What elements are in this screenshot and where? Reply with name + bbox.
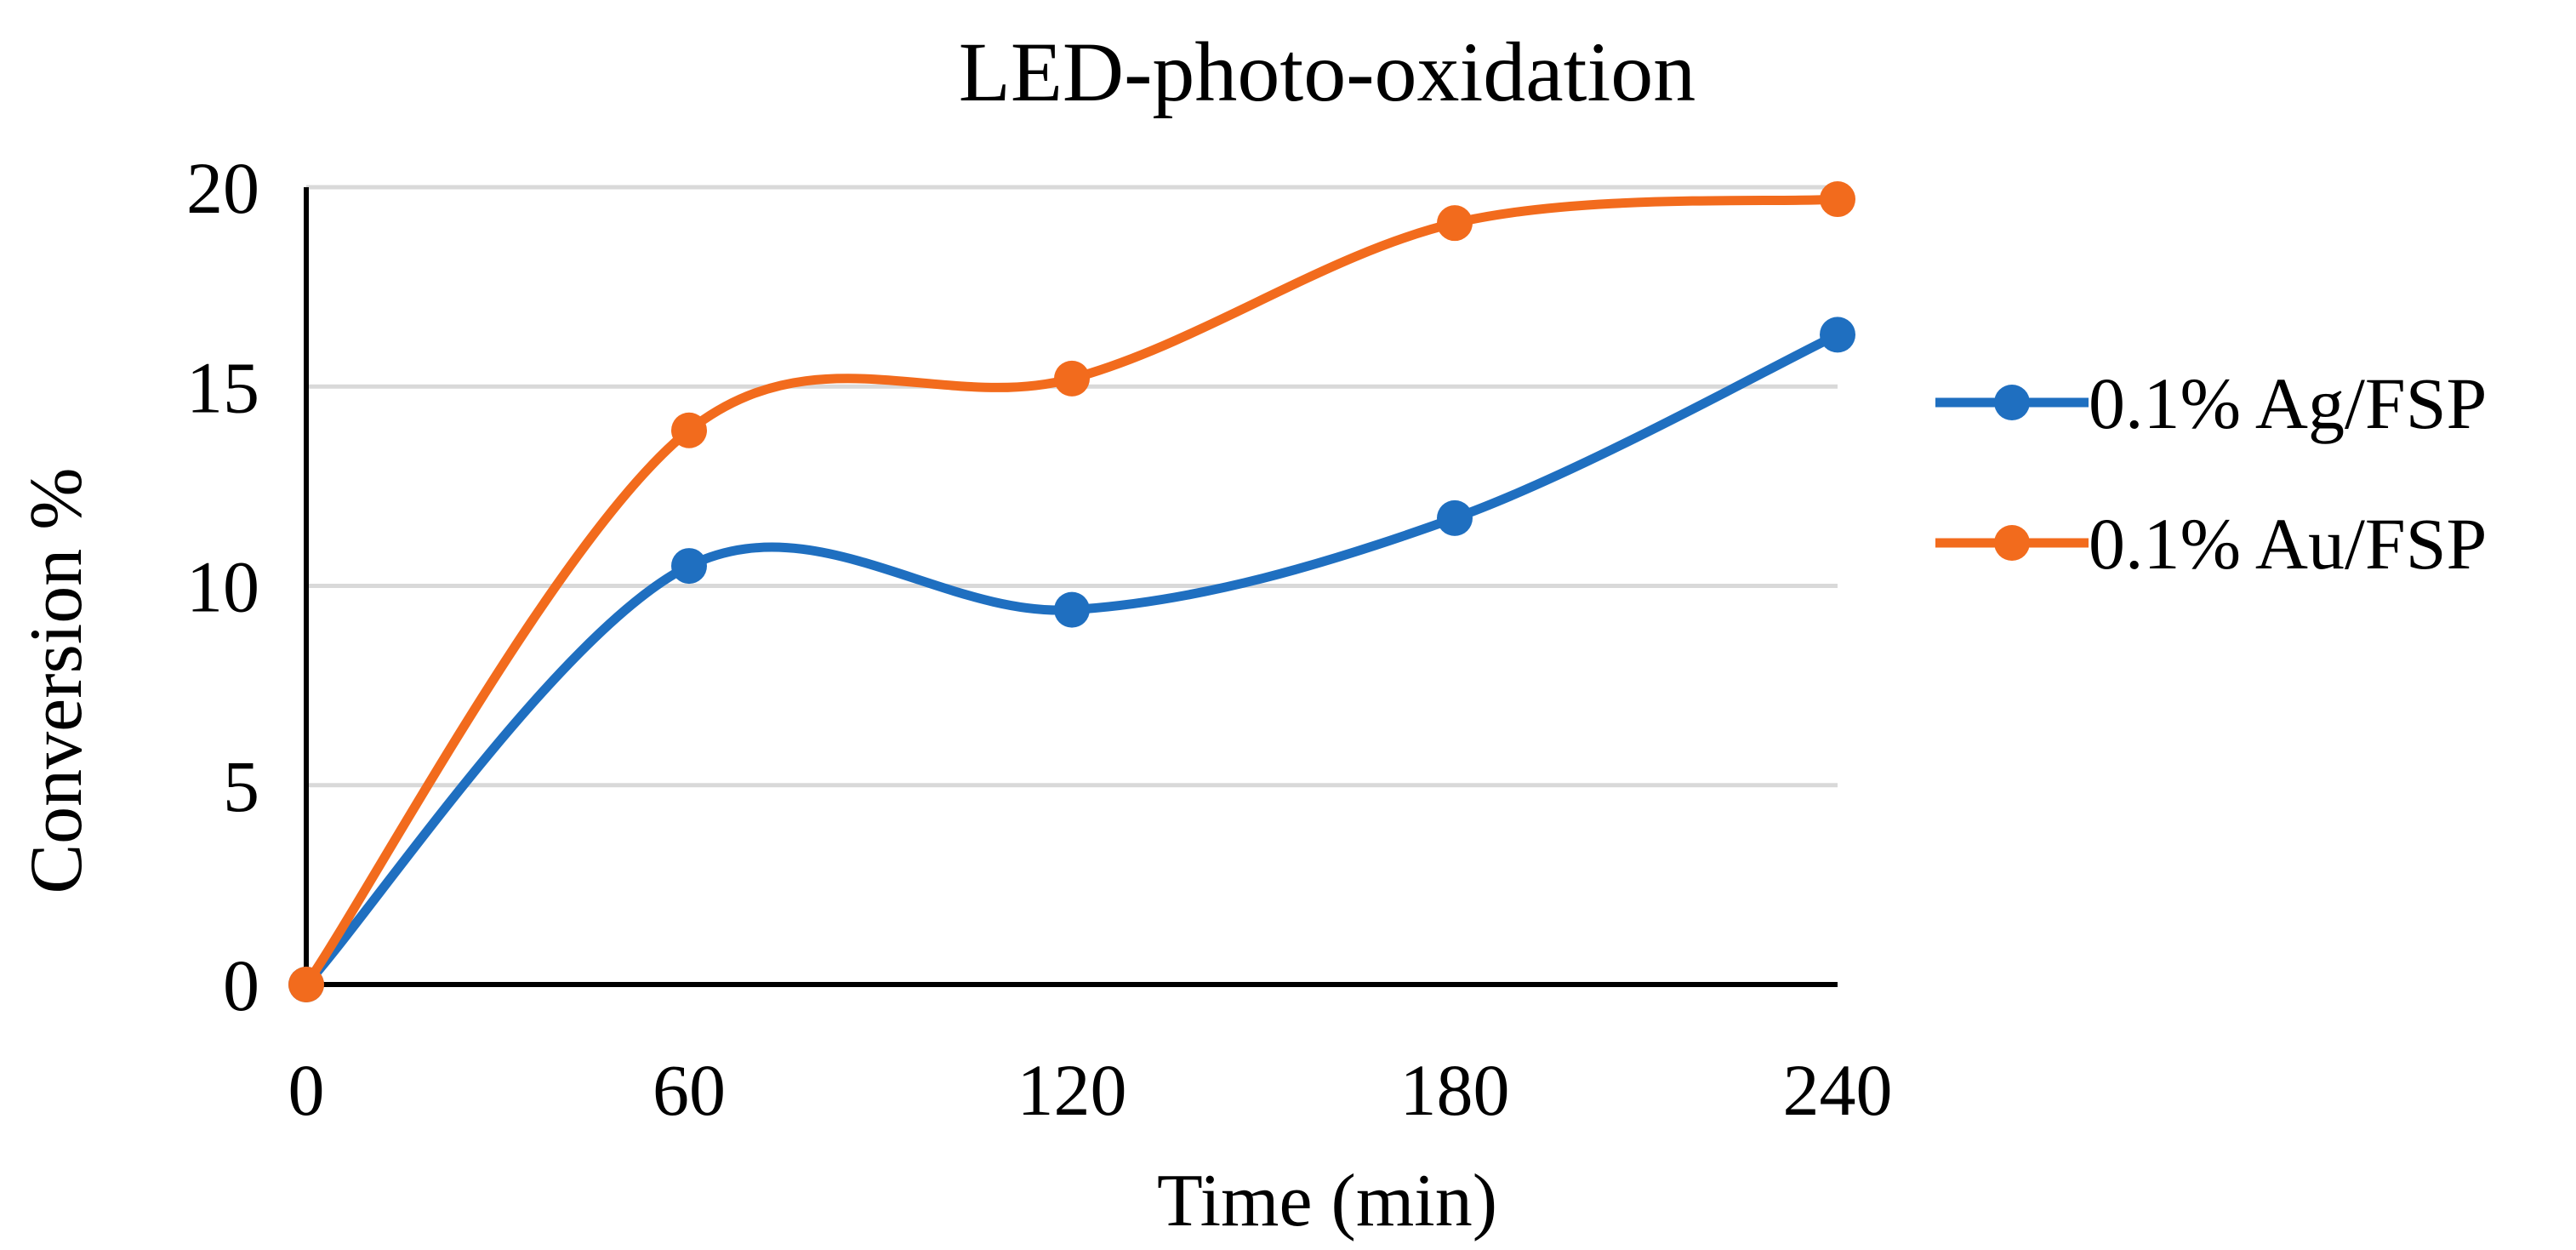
data-point-0-1-au-fsp-120 bbox=[1054, 360, 1090, 397]
y-tick-label-20: 20 bbox=[186, 147, 259, 229]
x-tick-label-120: 120 bbox=[1017, 1049, 1127, 1131]
legend-label: 0.1% Ag/FSP bbox=[2089, 362, 2487, 444]
legend-swatch-marker bbox=[1994, 385, 2030, 420]
series-0-1-au-fsp bbox=[288, 181, 1855, 1002]
chart-title: LED-photo-oxidation bbox=[959, 25, 1696, 119]
series-line-0-1-au-fsp bbox=[301, 194, 1843, 990]
y-tick-label-15: 15 bbox=[186, 346, 259, 428]
legend-entry-0-1-au-fsp: 0.1% Au/FSP bbox=[1935, 503, 2487, 585]
y-tick-label-0: 0 bbox=[223, 945, 259, 1026]
y-tick-labels: 0 5 10 15 20 bbox=[186, 147, 259, 1026]
x-tick-label-240: 240 bbox=[1783, 1049, 1893, 1131]
y-tick-label-5: 5 bbox=[223, 745, 259, 827]
y-axis-label: Conversion % bbox=[15, 467, 98, 893]
legend-entry-0-1-ag-fsp: 0.1% Ag/FSP bbox=[1935, 362, 2487, 444]
x-axis-label: Time (min) bbox=[1157, 1160, 1497, 1242]
data-point-0-1-ag-fsp-60 bbox=[671, 548, 707, 585]
y-tick-label-10: 10 bbox=[186, 546, 259, 628]
x-tick-label-0: 0 bbox=[288, 1049, 325, 1131]
data-point-0-1-ag-fsp-120 bbox=[1054, 591, 1090, 628]
series-line-0-1-ag-fsp bbox=[301, 329, 1843, 990]
x-tick-label-60: 60 bbox=[653, 1049, 726, 1131]
data-point-0-1-au-fsp-240 bbox=[1820, 181, 1855, 218]
data-point-0-1-ag-fsp-240 bbox=[1820, 317, 1855, 353]
legend: 0.1% Ag/FSP 0.1% Au/FSP bbox=[1935, 362, 2487, 585]
legend-swatch-marker bbox=[1994, 525, 2030, 561]
series-0-1-ag-fsp bbox=[288, 317, 1855, 1002]
x-tick-labels: 0 60 120 180 240 bbox=[288, 1049, 1893, 1131]
data-point-0-1-au-fsp-60 bbox=[671, 412, 707, 448]
x-tick-label-180: 180 bbox=[1400, 1049, 1510, 1131]
axes bbox=[304, 187, 1838, 987]
data-point-0-1-ag-fsp-180 bbox=[1437, 499, 1473, 536]
legend-label: 0.1% Au/FSP bbox=[2089, 503, 2487, 585]
data-point-0-1-au-fsp-0 bbox=[288, 967, 324, 1002]
data-point-0-1-au-fsp-180 bbox=[1437, 205, 1473, 242]
series-lines bbox=[288, 181, 1855, 1002]
